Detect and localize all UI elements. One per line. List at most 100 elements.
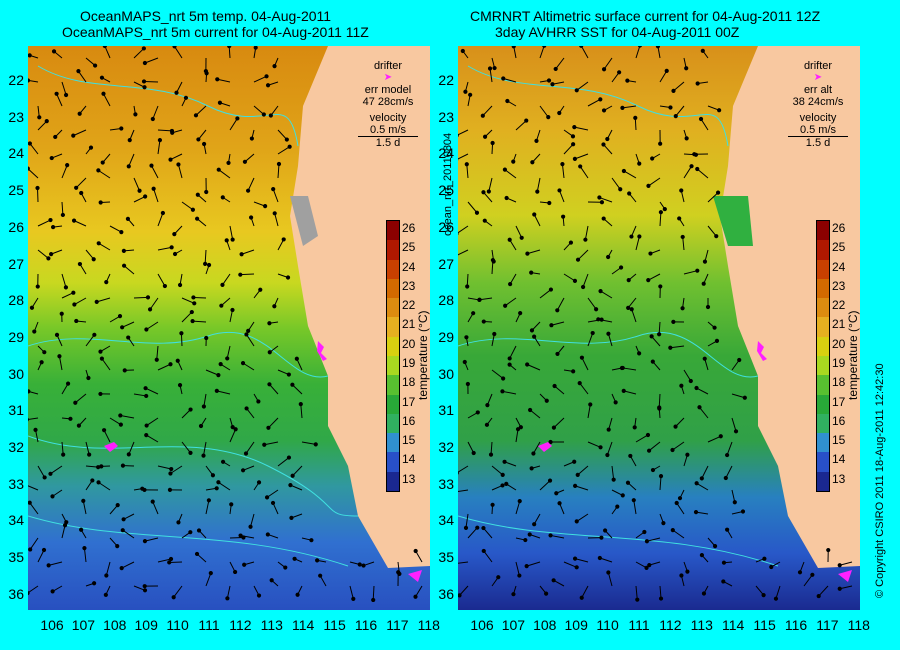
current-arrow xyxy=(635,585,638,600)
colorbar-segment xyxy=(817,278,829,299)
arrow-head xyxy=(51,49,57,54)
current-arrow xyxy=(98,169,111,179)
arrow-head xyxy=(256,480,262,485)
arrow-head xyxy=(57,354,62,359)
current-arrow xyxy=(700,118,709,131)
arrow-head xyxy=(101,91,106,96)
arrow-head xyxy=(485,403,490,408)
velocity-scale: 0.5 m/s xyxy=(788,124,848,137)
current-arrow xyxy=(122,529,135,539)
current-arrow xyxy=(292,384,303,395)
current-arrow xyxy=(509,345,517,359)
drifter-marker: ➤ xyxy=(813,72,823,83)
arrow-head xyxy=(71,218,77,223)
arrow-head xyxy=(657,406,662,411)
arrow-head xyxy=(671,88,676,93)
arrow-head xyxy=(61,452,66,457)
current-arrow xyxy=(98,242,111,251)
arrow-head xyxy=(214,388,219,393)
arrow-head xyxy=(680,306,685,311)
arrow-head xyxy=(92,581,97,586)
arrow-head xyxy=(54,332,60,337)
colorbar-segment xyxy=(387,259,399,279)
arrow-head xyxy=(511,46,516,49)
arrow-head xyxy=(500,472,505,478)
current-arrow xyxy=(631,309,637,323)
current-arrow xyxy=(277,129,288,140)
arrow-head xyxy=(244,332,249,337)
arrow-head xyxy=(28,389,31,394)
current-arrow xyxy=(104,46,111,59)
arrow-head xyxy=(508,281,513,287)
latitude-tick: 22 xyxy=(8,72,24,88)
current-arrow xyxy=(725,465,733,479)
colorbar-segment xyxy=(817,221,829,241)
left-colorbar xyxy=(386,220,400,492)
current-arrow xyxy=(37,249,49,259)
current-arrow xyxy=(144,57,159,64)
arrow-head xyxy=(203,261,208,266)
current-arrow xyxy=(603,144,613,155)
colorbar-tick: 17 xyxy=(402,394,416,409)
arrow-head xyxy=(217,100,223,105)
current-arrow xyxy=(581,585,589,598)
current-arrow xyxy=(683,369,692,382)
arrow-head xyxy=(144,327,149,332)
latitude-tick: 26 xyxy=(8,218,24,235)
arrow-head xyxy=(524,118,529,123)
arrow-head xyxy=(507,356,512,361)
current-arrows xyxy=(28,46,423,603)
arrow-head xyxy=(285,275,291,280)
current-arrow xyxy=(157,212,164,227)
latitude-tick: 33 xyxy=(438,475,454,492)
current-arrow xyxy=(105,561,111,576)
arrow-head xyxy=(287,144,292,149)
drifter-track xyxy=(538,442,552,452)
arrow-head xyxy=(632,425,637,430)
arrow-head xyxy=(578,164,583,169)
current-arrow xyxy=(818,585,829,597)
longitude-tick: 117 xyxy=(386,617,409,633)
current-arrow xyxy=(635,236,640,251)
arrow-head xyxy=(464,335,469,340)
arrow-head xyxy=(93,63,98,68)
arrow-head xyxy=(357,562,362,567)
latitude-tick: 27 xyxy=(8,255,24,272)
arrow-head xyxy=(143,386,148,391)
arrow-head xyxy=(490,140,495,146)
arrow-head xyxy=(101,428,107,433)
arrow-head xyxy=(264,74,269,79)
current-arrow xyxy=(839,561,853,566)
arrow-head xyxy=(183,95,189,100)
arrow-head xyxy=(837,563,842,568)
current-arrow xyxy=(128,441,135,455)
arrow-head xyxy=(574,519,579,524)
current-arrow xyxy=(152,501,159,515)
arrow-head xyxy=(693,510,699,515)
current-arrow xyxy=(648,177,661,187)
arrow-head xyxy=(574,565,579,570)
colorbar-segment xyxy=(387,413,399,434)
colorbar-tick: 22 xyxy=(832,298,846,313)
current-arrow xyxy=(277,146,290,155)
current-arrow xyxy=(576,81,589,91)
colorbar-tick: 16 xyxy=(402,413,416,428)
current-arrow xyxy=(633,500,637,515)
current-arrow xyxy=(245,441,255,454)
arrow-head xyxy=(496,575,501,580)
latitude-tick: 36 xyxy=(438,585,454,602)
current-arrow xyxy=(672,529,685,539)
arrow-head xyxy=(122,368,127,373)
current-arrow xyxy=(61,164,68,179)
arrow-head xyxy=(501,376,506,381)
arrow-head xyxy=(721,560,727,565)
current-arrow xyxy=(74,393,87,404)
arrow-head xyxy=(125,216,131,221)
arrow-head xyxy=(529,466,534,471)
arrow-head xyxy=(256,399,261,404)
arrow-head xyxy=(502,459,507,464)
current-arrow xyxy=(458,465,469,473)
arrow-head xyxy=(511,159,516,164)
arrow-head xyxy=(249,136,254,141)
current-arrow xyxy=(61,273,67,288)
